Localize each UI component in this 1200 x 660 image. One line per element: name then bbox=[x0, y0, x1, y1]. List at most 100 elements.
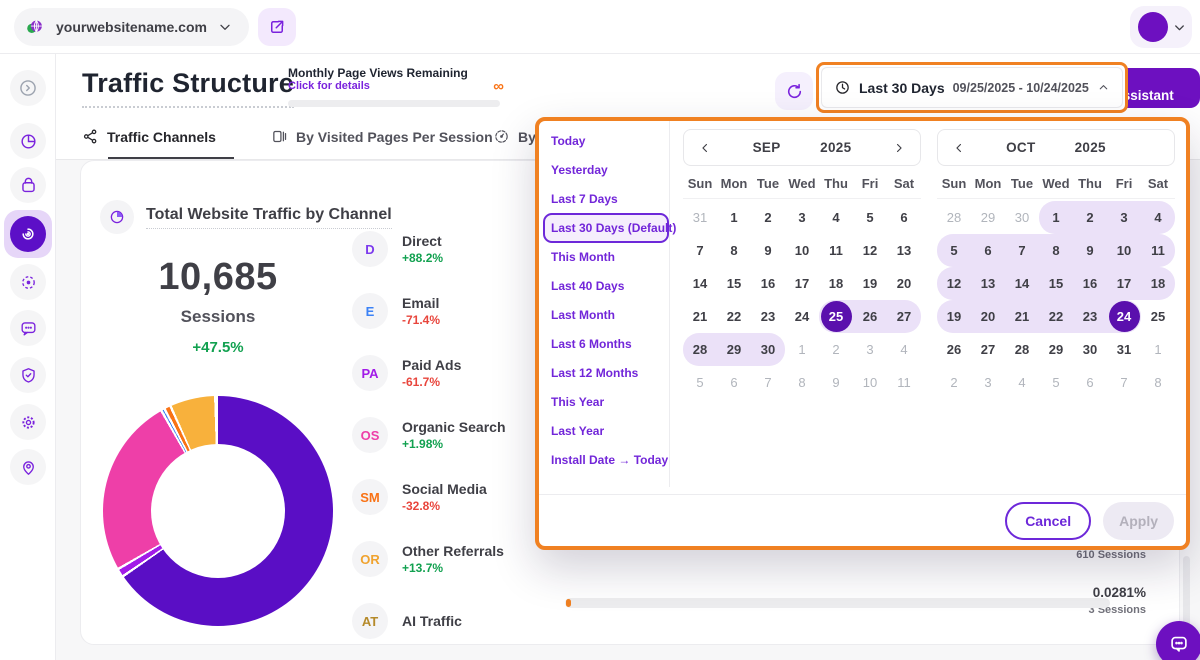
calendar-day[interactable]: 8 bbox=[717, 234, 751, 267]
calendar-day[interactable]: 11 bbox=[887, 366, 921, 399]
sidebar-item-store[interactable] bbox=[10, 167, 46, 203]
apply-button[interactable]: Apply bbox=[1103, 501, 1174, 540]
tab-traffic-channels[interactable]: Traffic Channels bbox=[82, 115, 234, 159]
calendar-day[interactable]: 31 bbox=[1107, 333, 1141, 366]
preset-option[interactable]: Install Date → Today bbox=[551, 453, 669, 467]
calendar-day[interactable]: 6 bbox=[1073, 366, 1107, 399]
calendar-day[interactable]: 2 bbox=[819, 333, 853, 366]
prev-month-icon[interactable] bbox=[697, 140, 713, 156]
calendar-day[interactable]: 16 bbox=[751, 267, 785, 300]
calendar-day[interactable]: 29 bbox=[1039, 333, 1073, 366]
calendar-day[interactable]: 14 bbox=[683, 267, 717, 300]
calendar-day[interactable]: 10 bbox=[1107, 234, 1141, 267]
calendar-day[interactable]: 15 bbox=[1039, 267, 1073, 300]
prev-month-icon[interactable] bbox=[951, 140, 967, 156]
calendar-day[interactable]: 1 bbox=[785, 333, 819, 366]
tab-by-visited-pages[interactable]: By Visited Pages Per Session bbox=[271, 115, 493, 158]
calendar-day[interactable]: 29 bbox=[717, 333, 751, 366]
calendar-day[interactable]: 19 bbox=[937, 300, 971, 333]
calendar-day[interactable]: 20 bbox=[971, 300, 1005, 333]
calendar-day[interactable]: 7 bbox=[1107, 366, 1141, 399]
calendar-day[interactable]: 12 bbox=[937, 267, 971, 300]
calendar-day[interactable]: 22 bbox=[1039, 300, 1073, 333]
calendar-day[interactable]: 23 bbox=[751, 300, 785, 333]
calendar-day[interactable]: 13 bbox=[971, 267, 1005, 300]
preset-option[interactable]: Last 40 Days bbox=[551, 279, 625, 293]
channel-row[interactable]: OR Other Referrals +13.7% bbox=[352, 540, 522, 578]
sidebar-item-dashboard[interactable] bbox=[10, 123, 46, 159]
preset-option[interactable]: Last 12 Months bbox=[551, 366, 639, 380]
refresh-button[interactable] bbox=[775, 72, 813, 110]
channel-row[interactable]: E Email -71.4% bbox=[352, 292, 522, 330]
sidebar-item-recordings[interactable] bbox=[10, 264, 46, 300]
calendar-day[interactable]: 3 bbox=[853, 333, 887, 366]
calendar-day[interactable]: 30 bbox=[1073, 333, 1107, 366]
calendar-day[interactable]: 3 bbox=[785, 201, 819, 234]
sidebar-item-security[interactable] bbox=[10, 357, 46, 393]
calendar-day[interactable]: 17 bbox=[1107, 267, 1141, 300]
sidebar-item-locations[interactable] bbox=[10, 449, 46, 485]
scrollbar[interactable] bbox=[1183, 556, 1190, 628]
calendar-day[interactable]: 16 bbox=[1073, 267, 1107, 300]
calendar-day[interactable]: 30 bbox=[751, 333, 785, 366]
calendar-day[interactable]: 22 bbox=[717, 300, 751, 333]
calendar-day[interactable]: 25 bbox=[1141, 300, 1175, 333]
calendar-day[interactable]: 20 bbox=[887, 267, 921, 300]
calendar-day[interactable]: 30 bbox=[1005, 201, 1039, 234]
sidebar-collapse-button[interactable] bbox=[10, 70, 46, 106]
calendar-day[interactable]: 18 bbox=[1141, 267, 1175, 300]
calendar-day[interactable]: 6 bbox=[717, 366, 751, 399]
calendar-day[interactable]: 23 bbox=[1073, 300, 1107, 333]
site-selector[interactable]: yourwebsitename.com bbox=[14, 8, 249, 46]
sidebar-item-feedback[interactable] bbox=[10, 310, 46, 346]
calendar-day[interactable]: 9 bbox=[1073, 234, 1107, 267]
calendar-day[interactable]: 28 bbox=[683, 333, 717, 366]
channel-row[interactable]: D Direct +88.2% bbox=[352, 230, 522, 268]
channel-row[interactable]: OS Organic Search +1.98% bbox=[352, 416, 522, 454]
calendar-day[interactable]: 14 bbox=[1005, 267, 1039, 300]
calendar-day[interactable]: 10 bbox=[853, 366, 887, 399]
calendar-day[interactable]: 1 bbox=[1039, 201, 1073, 234]
calendar-day[interactable]: 5 bbox=[1039, 366, 1073, 399]
calendar-day[interactable]: 24 bbox=[785, 300, 819, 333]
calendar-day[interactable]: 5 bbox=[853, 201, 887, 234]
calendar-day[interactable]: 5 bbox=[937, 234, 971, 267]
preset-option[interactable]: This Year bbox=[551, 395, 605, 409]
preset-option[interactable]: This Month bbox=[551, 250, 615, 264]
preset-option[interactable]: Last 30 Days (Default) bbox=[543, 213, 676, 243]
chat-fab-button[interactable] bbox=[1156, 621, 1200, 660]
calendar-day[interactable]: 21 bbox=[683, 300, 717, 333]
calendar-day[interactable]: 1 bbox=[1141, 333, 1175, 366]
preset-option[interactable]: Today bbox=[551, 134, 586, 148]
calendar-day[interactable]: 9 bbox=[751, 234, 785, 267]
calendar-day[interactable]: 24 bbox=[1107, 300, 1141, 333]
calendar-day[interactable]: 28 bbox=[937, 201, 971, 234]
calendar-day[interactable]: 11 bbox=[1141, 234, 1175, 267]
cancel-button[interactable]: Cancel bbox=[1005, 501, 1092, 540]
calendar-day[interactable]: 8 bbox=[1039, 234, 1073, 267]
user-menu[interactable] bbox=[1130, 6, 1192, 48]
calendar-day[interactable]: 28 bbox=[1005, 333, 1039, 366]
next-month-icon[interactable] bbox=[891, 140, 907, 156]
sidebar-item-traffic-active[interactable] bbox=[4, 210, 52, 258]
calendar-day[interactable]: 4 bbox=[887, 333, 921, 366]
preset-option[interactable]: Last Month bbox=[551, 308, 615, 322]
calendar-day[interactable]: 3 bbox=[1107, 201, 1141, 234]
calendar-day[interactable]: 3 bbox=[971, 366, 1005, 399]
calendar-day[interactable]: 21 bbox=[1005, 300, 1039, 333]
calendar-day[interactable]: 1 bbox=[717, 201, 751, 234]
calendar-day[interactable]: 29 bbox=[971, 201, 1005, 234]
calendar-day[interactable]: 9 bbox=[819, 366, 853, 399]
calendar-day[interactable]: 8 bbox=[785, 366, 819, 399]
daterange-button[interactable]: Last 30 Days 09/25/2025 - 10/24/2025 bbox=[821, 67, 1123, 108]
calendar-day[interactable]: 12 bbox=[853, 234, 887, 267]
calendar-day[interactable]: 19 bbox=[853, 267, 887, 300]
calendar-day[interactable]: 17 bbox=[785, 267, 819, 300]
calendar-day[interactable]: 7 bbox=[1005, 234, 1039, 267]
calendar-day[interactable]: 2 bbox=[937, 366, 971, 399]
calendar-day[interactable]: 15 bbox=[717, 267, 751, 300]
calendar-day[interactable]: 10 bbox=[785, 234, 819, 267]
calendar-day[interactable]: 8 bbox=[1141, 366, 1175, 399]
calendar-day[interactable]: 4 bbox=[1141, 201, 1175, 234]
calendar-day[interactable]: 4 bbox=[1005, 366, 1039, 399]
